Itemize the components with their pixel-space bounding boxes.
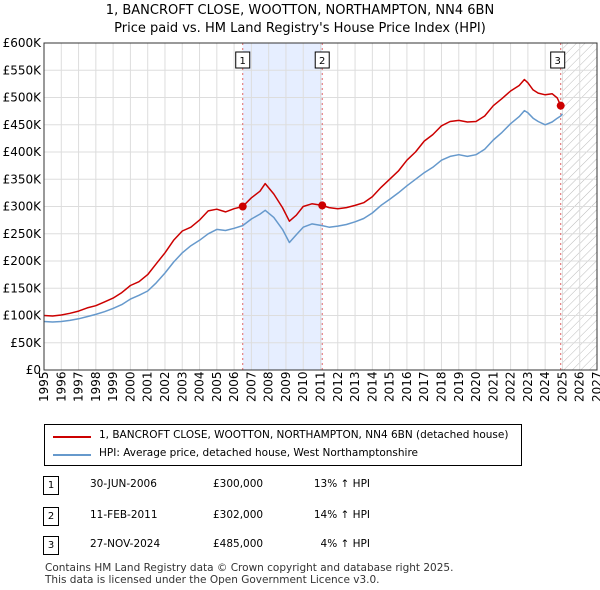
sale-label-box-2 [314,51,330,69]
sale-point-3 [556,101,565,110]
legend-label-property: 1, BANCROFT CLOSE, WOOTTON, NORTHAMPTON,… [99,429,509,441]
x-tick-label: 2003 [175,371,189,402]
y-tick-label: £200K [3,254,43,268]
property-price-line [43,78,562,317]
transaction-price: £300,000 [213,478,264,490]
transaction-number: 3 [43,536,59,555]
transaction-number: 2 [43,507,59,526]
sale-label-3: 3 [555,56,561,67]
x-tick-label: 2011 [314,371,328,402]
x-tick-label: 2019 [452,371,466,402]
x-tick-label: 2008 [262,371,276,402]
transaction-hpi: 13% ↑ HPI [313,478,370,490]
legend-swatch-hpi [53,454,91,456]
transaction-number: 1 [43,476,59,495]
x-tick-label: 2002 [158,371,172,402]
x-tick-label: 2024 [538,371,552,402]
x-tick-label: 2018 [434,371,448,402]
x-tick-label: 2023 [521,371,535,402]
hpi-line [43,109,563,323]
x-tick-label: 2017 [417,371,431,402]
x-tick-label: 2004 [193,371,207,402]
transaction-price: £485,000 [213,538,264,550]
y-tick-label: £50K [10,336,42,350]
transaction-row-3: 3 27-NOV-2024 £485,000 4% ↑ HPI [0,536,600,558]
x-tick-label: 2010 [296,371,310,402]
transaction-hpi: 14% ↑ HPI [313,509,370,521]
x-tick-label: 2009 [279,371,293,402]
y-tick-label: £500K [3,91,43,105]
x-tick-label: 1996 [54,371,68,402]
y-tick-label: £0 [26,363,41,377]
x-tick-label: 2027 [590,371,600,402]
y-tick-label: £150K [3,281,43,295]
sale-label-2: 2 [319,56,325,67]
transaction-date: 11-FEB-2011 [90,509,158,521]
y-tick-label: £100K [3,309,43,323]
transaction-date: 27-NOV-2024 [90,538,161,550]
x-tick-label: 2016 [400,371,414,402]
x-tick-label: 1995 [37,371,51,402]
x-tick-label: 2005 [210,371,224,402]
y-tick-label: £250K [3,227,43,241]
transaction-row-1: 1 30-JUN-2006 £300,000 13% ↑ HPI [0,476,600,498]
chart-title: 1, BANCROFT CLOSE, WOOTTON, NORTHAMPTON,… [105,3,495,18]
x-tick-label: 2001 [141,371,155,402]
sale-label-box-3 [550,51,566,69]
x-tick-label: 2022 [504,371,518,402]
x-tick-label: 2007 [244,371,258,402]
transaction-date: 30-JUN-2006 [90,478,157,490]
x-tick-label: 2025 [555,371,569,402]
legend-swatch-property [53,436,91,438]
x-tick-label: 2006 [227,371,241,402]
x-tick-label: 2012 [331,371,345,402]
sale-label-1: 1 [240,56,246,67]
x-tick-label: 2015 [383,371,397,402]
y-tick-label: £550K [3,63,43,77]
transaction-hpi: 4% ↑ HPI [320,538,370,550]
sale-point-1 [238,202,247,211]
y-tick-label: £350K [3,172,43,186]
sale-point-2 [318,201,327,210]
x-tick-label: 2014 [365,371,379,402]
x-tick-label: 2013 [348,371,362,402]
y-tick-label: £400K [3,145,43,159]
y-tick-label: £450K [3,118,43,132]
x-tick-label: 2021 [486,371,500,402]
footer-licence: This data is licensed under the Open Gov… [45,574,380,586]
transaction-price: £302,000 [213,509,264,521]
legend: 1, BANCROFT CLOSE, WOOTTON, NORTHAMPTON,… [44,424,522,466]
footer-copyright: Contains HM Land Registry data © Crown c… [45,562,454,574]
legend-label-hpi: HPI: Average price, detached house, West… [99,447,418,459]
transaction-row-2: 2 11-FEB-2011 £302,000 14% ↑ HPI [0,507,600,529]
x-tick-label: 1997 [72,371,86,402]
x-tick-label: 2000 [123,371,137,402]
sale-label-box-1 [235,51,251,69]
y-tick-label: £600K [3,36,43,50]
plot-frame [43,42,598,371]
chart-subtitle: Price paid vs. HM Land Registry's House … [114,21,486,36]
x-tick-label: 1999 [106,371,120,402]
x-tick-label: 1998 [89,371,103,402]
price-chart: 1 2 3 £0 £50K £100K £150K £200K £250K £300K £350K… [3,36,600,402]
x-tick-label: 2020 [469,371,483,402]
y-tick-label: £300K [3,200,43,214]
x-tick-label: 2026 [573,371,587,402]
